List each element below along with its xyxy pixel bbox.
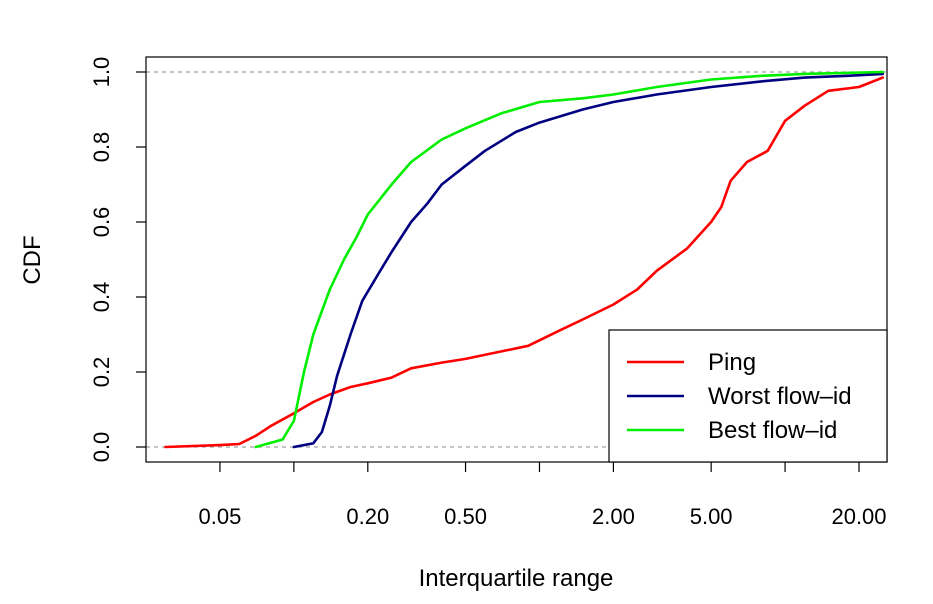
legend-label-1: Worst flow–id [708,383,852,410]
x-tick-label-2: 0.20 [346,504,389,529]
legend-label-0: Ping [708,349,756,376]
series-line-1 [292,72,885,449]
legend: Ping Worst flow–id Best flow–id [608,329,888,463]
y-axis-title: CDF [19,235,46,284]
x-axis: 0.05 0.20 0.50 2.00 5.00 20.00 [199,462,887,529]
series-line-2 [254,70,885,449]
y-tick-label-5: 1.0 [89,57,114,88]
x-tick-label-3: 0.50 [444,504,487,529]
plot-frame [145,56,888,463]
legend-label-2: Best flow–id [708,417,837,444]
x-tick-label-8: 20.00 [831,504,886,529]
y-tick-label-0: 0.0 [89,432,114,463]
x-tick-label-0: 0.05 [199,504,242,529]
x-tick-label-5: 2.00 [592,504,635,529]
y-tick-label-1: 0.2 [89,357,114,388]
series-lines [164,70,885,449]
y-tick-label-4: 0.8 [89,132,114,163]
x-tick-label-6: 5.00 [690,504,733,529]
x-axis-title: Interquartile range [419,565,614,592]
y-axis: 0.0 0.2 0.4 0.6 0.8 1.0 [89,57,146,463]
y-tick-label-3: 0.6 [89,207,114,238]
y-tick-label-2: 0.4 [89,282,114,313]
